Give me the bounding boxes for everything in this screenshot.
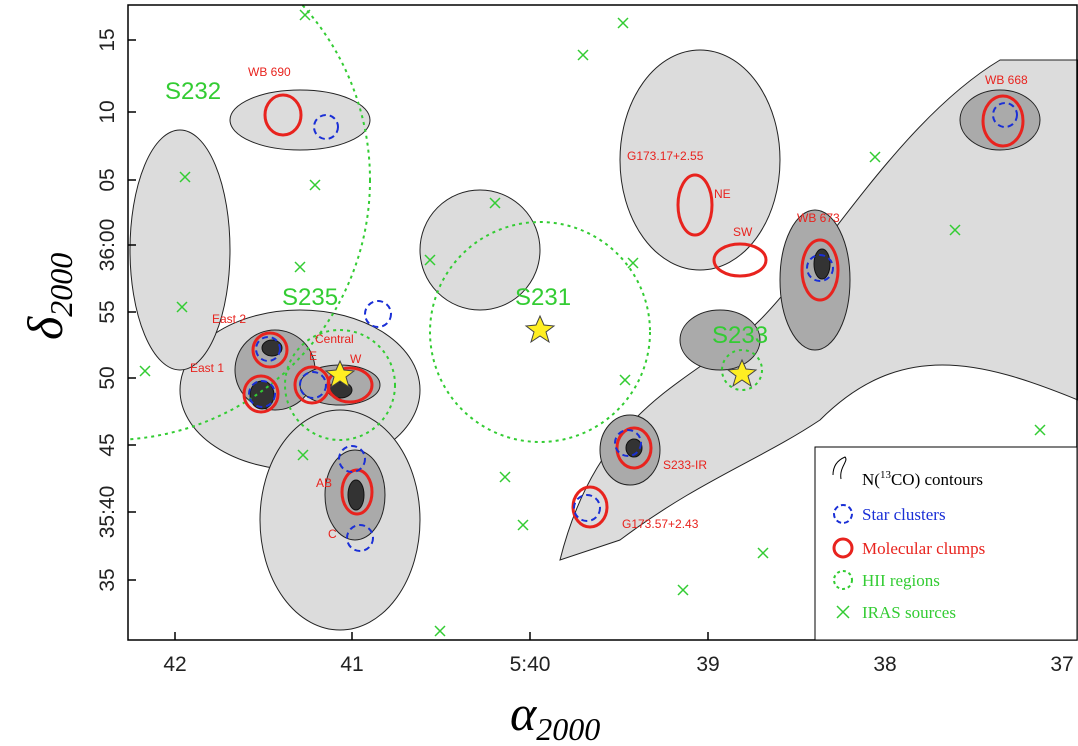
- clump-label: WB 668: [985, 73, 1028, 87]
- clump-label: E: [309, 349, 317, 363]
- y-tick-label: 35:40: [96, 486, 119, 539]
- clump-label: G173.57+2.43: [622, 517, 699, 531]
- x-tick-label: 37: [1050, 653, 1073, 676]
- legend-entry: Star clusters: [862, 505, 946, 524]
- clump-label: SW: [733, 225, 753, 239]
- x-tick-label: 41: [340, 653, 363, 676]
- y-tick-label: 15: [96, 28, 119, 51]
- x-tick-labels: 42 41 5:40 39 38 37: [163, 653, 1073, 676]
- clump-label: East 2: [212, 312, 246, 326]
- clump-label: C: [328, 527, 337, 541]
- legend: N(13CO) contours Star clusters Molecular…: [814, 446, 1078, 641]
- region-label: S235: [282, 284, 338, 311]
- legend-contour-icon: [832, 456, 847, 480]
- legend-clump-icon: [832, 537, 854, 559]
- legend-entry: N(13CO) contours: [862, 469, 983, 489]
- legend-entry: Molecular clumps: [862, 539, 985, 558]
- y-tick-label: 50: [96, 366, 119, 389]
- map-image: S232 S235 S231 S233 WB 690 G173.17+2.55 …: [128, 5, 1078, 637]
- y-tick-label: 35: [96, 568, 119, 591]
- clump-label: W: [350, 352, 362, 366]
- plot-frame: [127, 4, 1078, 641]
- clump-label: Central: [315, 332, 354, 346]
- legend-text: N(: [862, 470, 880, 489]
- y-tick-label: 10: [96, 100, 119, 123]
- x-tick-label: 39: [696, 653, 719, 676]
- clump-label: WB 690: [248, 65, 291, 79]
- clump-label: G173.17+2.55: [627, 149, 704, 163]
- legend-hii-icon: [833, 570, 853, 590]
- legend-entry: IRAS sources: [862, 603, 956, 622]
- clump-label: East 1: [190, 361, 224, 375]
- legend-iras-icon: [836, 605, 850, 619]
- y-tick-label: 45: [96, 433, 119, 456]
- x-tick-label: 38: [873, 653, 896, 676]
- x-axis-symbol: α: [510, 685, 538, 741]
- clump-label: WB 673: [797, 211, 840, 225]
- clump-label: S233-IR: [663, 458, 707, 472]
- legend-text: CO) contours: [891, 470, 983, 489]
- region-label: S232: [165, 78, 221, 105]
- region-label: S233: [712, 322, 768, 349]
- x-axis-sub: 2000: [536, 711, 600, 746]
- y-tick-label: 36:00: [96, 219, 119, 272]
- legend-entry: HII regions: [862, 571, 940, 590]
- y-axis-label: δ2000: [17, 253, 79, 340]
- x-tick-label: 5:40: [510, 653, 551, 676]
- y-axis-symbol: δ: [17, 316, 73, 340]
- legend-cluster-icon: [833, 504, 853, 524]
- clump-label: NE: [714, 187, 731, 201]
- x-axis-label: α2000: [510, 685, 600, 746]
- legend-box: [814, 446, 1078, 641]
- y-axis-sub: 2000: [43, 253, 79, 317]
- region-label: S231: [515, 284, 571, 311]
- y-tick-label: 55: [96, 300, 119, 323]
- legend-sup: 13: [880, 469, 892, 481]
- y-tick-label: 05: [96, 168, 119, 191]
- y-tick-labels: 15 10 05 36:00 55 50 45 35:40 35: [96, 28, 119, 591]
- clump-label: AB: [316, 476, 332, 490]
- x-tick-label: 42: [163, 653, 186, 676]
